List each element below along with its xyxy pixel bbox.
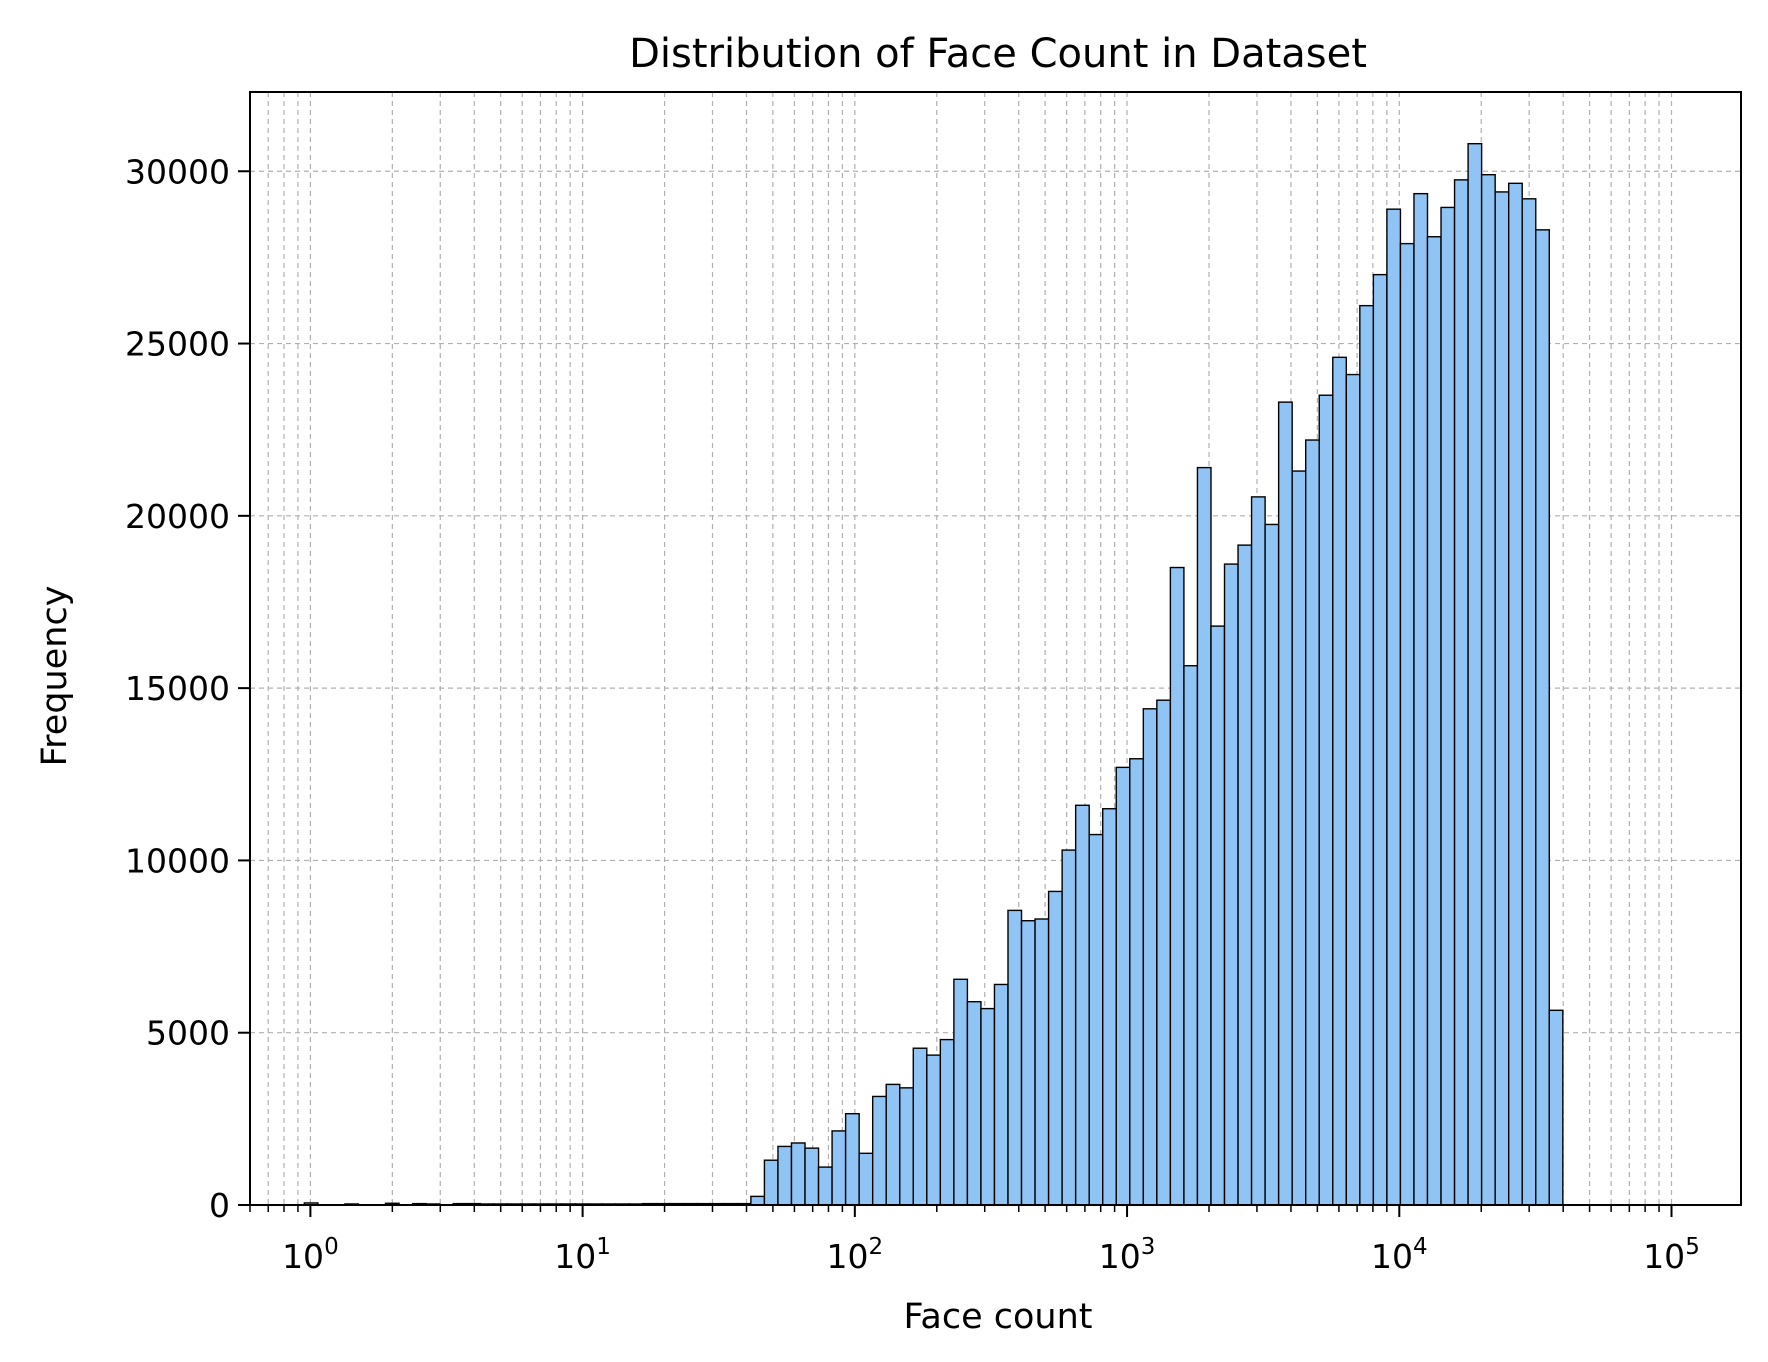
histogram-bar	[1115, 766, 1131, 1206]
histogram-bar	[1074, 804, 1090, 1206]
histogram-bar	[1507, 182, 1523, 1206]
histogram-bar	[926, 1054, 942, 1206]
histogram-bar	[817, 1166, 833, 1206]
histogram-bar	[993, 983, 1009, 1206]
histogram-bar	[1156, 699, 1172, 1206]
histogram-bar	[1494, 191, 1510, 1206]
histogram-bar	[1440, 206, 1456, 1206]
histogram-bar	[831, 1130, 847, 1206]
histogram-bar	[871, 1095, 887, 1206]
histogram-bars	[303, 142, 1564, 1206]
histogram-bar	[1372, 273, 1388, 1206]
histogram-bar	[1034, 918, 1050, 1206]
histogram-bar	[804, 1147, 820, 1206]
y-tick-label: 20000	[125, 497, 230, 536]
histogram-bar	[1332, 356, 1348, 1206]
histogram-bar	[1480, 173, 1496, 1206]
histogram-bar	[1250, 496, 1266, 1206]
histogram-bar	[1467, 142, 1483, 1206]
histogram-bar	[939, 1038, 955, 1206]
chart-title: Distribution of Face Count in Dataset	[629, 31, 1367, 77]
y-tick-label: 15000	[125, 669, 230, 708]
histogram-bar	[1413, 192, 1429, 1206]
histogram-bar	[980, 1007, 996, 1206]
histogram-bar	[1264, 523, 1280, 1206]
x-tick-label: 105	[1643, 1234, 1700, 1276]
histogram-bar	[1169, 566, 1185, 1206]
histogram-bar	[1345, 373, 1361, 1206]
histogram-bar	[1359, 304, 1375, 1206]
histogram-bar	[1196, 466, 1212, 1206]
axis-ticks	[238, 170, 1673, 1217]
histogram-bar	[1318, 394, 1334, 1206]
histogram-bar	[1535, 229, 1550, 1206]
x-tick-label: 103	[1099, 1234, 1156, 1276]
histogram-bar	[1183, 665, 1199, 1206]
histogram-bar	[790, 1142, 806, 1206]
histogram-bar	[1007, 909, 1023, 1206]
histogram-bar	[1305, 439, 1320, 1206]
x-tick-label: 100	[282, 1234, 339, 1276]
histogram-bar	[750, 1195, 766, 1206]
histogram-bar	[1453, 179, 1469, 1206]
histogram-bar	[912, 1047, 928, 1206]
histogram-bar	[1142, 708, 1158, 1206]
histogram-bar	[1399, 242, 1415, 1206]
histogram-bar	[1210, 625, 1226, 1206]
y-tick-label: 5000	[146, 1014, 230, 1053]
histogram-bar	[1277, 401, 1293, 1206]
y-tick-label: 10000	[125, 841, 230, 880]
histogram-bar	[1129, 758, 1145, 1206]
histogram-bar	[1223, 563, 1239, 1206]
histogram-bar	[966, 1000, 982, 1206]
x-axis-label: Face count	[903, 1297, 1092, 1337]
y-tick-label: 30000	[125, 152, 230, 191]
histogram-bar	[1088, 833, 1104, 1206]
y-tick-label: 25000	[125, 325, 230, 364]
histogram-bar	[844, 1112, 860, 1206]
histogram-bar	[1521, 198, 1537, 1206]
histogram-bar	[953, 978, 969, 1206]
histogram-bar	[1386, 208, 1402, 1206]
histogram-bar	[1548, 1009, 1564, 1206]
x-tick-label: 101	[554, 1234, 611, 1276]
plot-area-frame	[249, 91, 1742, 1206]
histogram-bar	[1291, 470, 1307, 1206]
histogram-bar	[899, 1087, 914, 1206]
histogram-bar	[1047, 890, 1063, 1206]
histogram-bar	[1061, 849, 1077, 1206]
histogram-bar	[777, 1145, 793, 1206]
y-axis-label: Frequency	[35, 586, 75, 767]
y-tick-label: 0	[209, 1186, 230, 1225]
histogram-bar	[885, 1083, 901, 1206]
histogram-bar	[1102, 808, 1117, 1206]
y-tick-labels: 0 5000 10000 15000 20000 25000 30000	[125, 152, 230, 1225]
histogram-bar	[1237, 544, 1253, 1206]
histogram-bar	[1020, 920, 1036, 1206]
histogram-bar	[1426, 236, 1442, 1206]
histogram-bar	[858, 1152, 874, 1206]
x-tick-label: 104	[1371, 1234, 1428, 1276]
x-tick-labels: 100 101 102 103 104 105	[282, 1234, 1700, 1276]
x-tick-label: 102	[827, 1234, 884, 1276]
histogram-bar	[763, 1159, 779, 1206]
